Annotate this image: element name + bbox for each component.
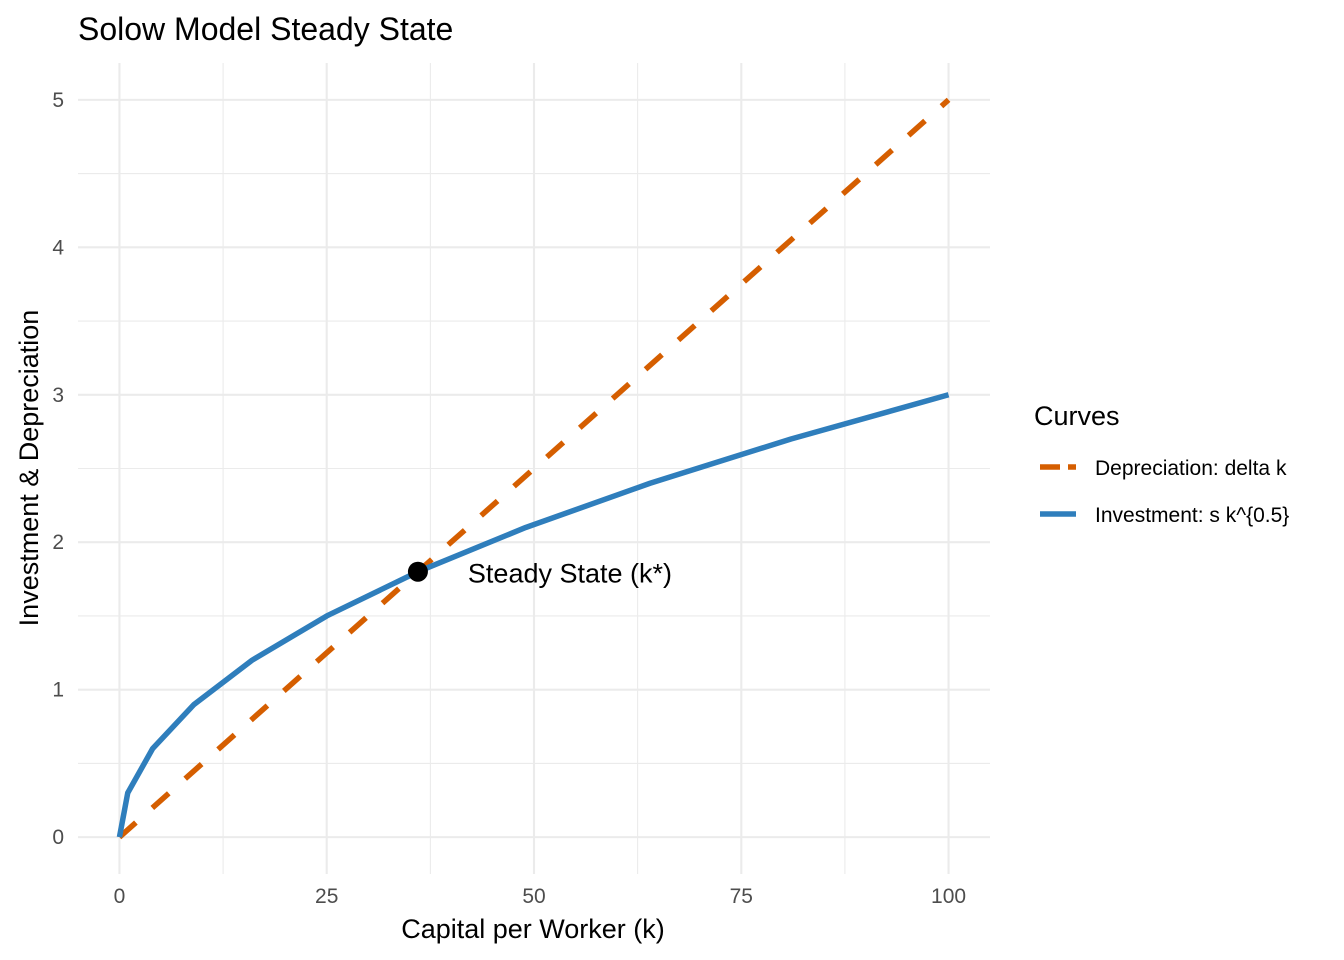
legend-items: Depreciation: delta k Investment: s k^{0.… [1040, 457, 1289, 527]
x-tick-label: 25 [315, 885, 338, 908]
tick-labels: 0 25 50 75 100 0 1 2 3 4 5 [52, 89, 966, 908]
y-tick-label: 5 [52, 89, 64, 112]
series-layer [116, 97, 951, 840]
grid [78, 63, 990, 874]
chart-title: Solow Model Steady State [78, 11, 453, 47]
y-tick-label: 1 [52, 679, 64, 702]
x-axis-title: Capital per Worker (k) [401, 914, 665, 944]
y-axis-title: Investment & Depreciation [14, 310, 44, 627]
x-tick-label: 50 [522, 885, 545, 908]
x-tick-label: 75 [730, 885, 753, 908]
steady-state-label: Steady State (k*) [468, 559, 672, 589]
x-tick-label: 0 [114, 885, 126, 908]
series-line-investment [116, 392, 950, 838]
x-tick-label: 100 [931, 885, 966, 908]
legend-title: Curves [1034, 401, 1120, 431]
y-tick-label: 4 [52, 236, 64, 259]
y-tick-label: 0 [52, 826, 64, 849]
steady-state-point [407, 561, 428, 582]
legend-label: Depreciation: delta k [1095, 457, 1287, 480]
legend: Curves Depreciation: delta k Investment: … [1034, 401, 1289, 527]
y-tick-label: 2 [52, 531, 64, 554]
y-tick-label: 3 [52, 384, 64, 407]
legend-label: Investment: s k^{0.5} [1095, 504, 1289, 527]
series-line-depreciation [117, 97, 951, 840]
annotation-layer: Steady State (k*) [407, 559, 672, 589]
